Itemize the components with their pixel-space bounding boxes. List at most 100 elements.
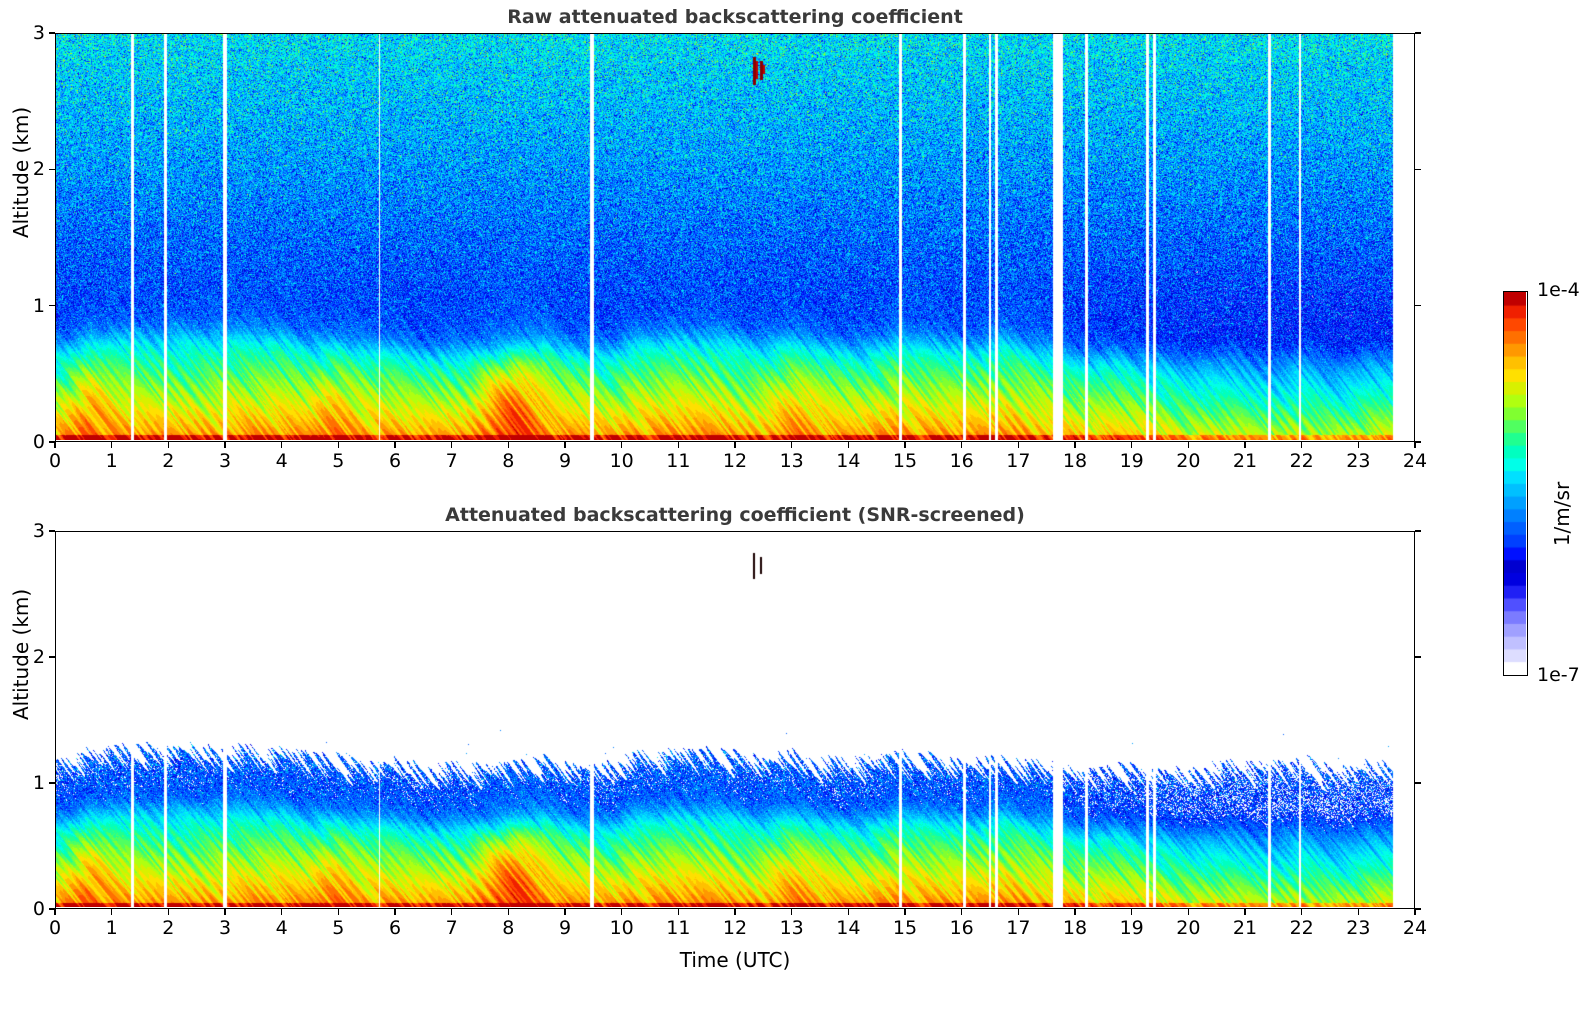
x-tickmark — [1414, 442, 1416, 448]
x-tickmark — [1244, 442, 1246, 448]
x-tick-label: 11 — [666, 917, 691, 939]
x-tickmark — [224, 442, 226, 448]
x-tickmark — [110, 442, 113, 448]
y-tick-label: 3 — [32, 22, 45, 44]
x-tickmark — [790, 442, 793, 448]
x-tickmark — [564, 442, 566, 448]
x-tickmark — [620, 909, 623, 915]
x-tick-label: 11 — [666, 450, 691, 472]
panel-raw-heatmap — [56, 34, 1413, 440]
x-tickmark — [1300, 442, 1303, 448]
x-tick-label: 3 — [218, 450, 232, 472]
x-tick-label: 20 — [1176, 450, 1201, 472]
x-tick-label: 8 — [502, 450, 515, 472]
x-tick-label: 3 — [218, 917, 232, 939]
x-tick-label: 2 — [162, 450, 175, 472]
x-tickmark — [224, 909, 226, 915]
x-tick-label: 17 — [1006, 917, 1031, 939]
x-tick-label: 14 — [836, 450, 861, 472]
x-tick-label: 13 — [779, 917, 804, 939]
colorbar-frame — [1503, 291, 1528, 676]
x-tickmark — [280, 442, 283, 448]
panel-screened-axes — [55, 531, 1415, 909]
y-tickmark — [49, 441, 55, 443]
x-tickmark — [1017, 909, 1020, 915]
x-tickmark — [1414, 909, 1416, 915]
x-tickmark — [167, 909, 170, 915]
x-tick-label: 4 — [275, 450, 288, 472]
panel-screened-xlabel: Time (UTC) — [679, 948, 791, 972]
x-tick-label: 1 — [105, 450, 118, 472]
colorbar-tick-max: 1e-4 — [1537, 279, 1580, 301]
x-tickmark — [677, 442, 680, 448]
x-tick-label: 4 — [275, 917, 288, 939]
x-tick-label: 21 — [1232, 917, 1258, 939]
x-tick-label: 0 — [48, 917, 62, 939]
y-tickmark-right — [1415, 656, 1421, 658]
x-tick-label: 6 — [388, 450, 402, 472]
x-tick-label: 12 — [722, 917, 748, 939]
x-tick-label: 19 — [1119, 917, 1144, 939]
y-tickmark-right — [1415, 782, 1421, 784]
x-tick-label: 22 — [1289, 450, 1314, 472]
x-tickmark — [960, 909, 963, 915]
x-tick-label: 16 — [949, 917, 974, 939]
x-tickmark — [1130, 909, 1133, 915]
y-tickmark — [49, 32, 55, 34]
x-tick-label: 20 — [1176, 917, 1201, 939]
y-tick-label: 1 — [32, 294, 45, 317]
x-tickmark — [1357, 442, 1360, 448]
y-tickmark — [49, 908, 55, 910]
x-tick-label: 5 — [332, 917, 345, 939]
y-tickmark-right — [1415, 168, 1421, 171]
x-tick-label: 7 — [445, 917, 458, 939]
x-tick-label: 2 — [162, 917, 175, 939]
x-tick-label: 10 — [609, 917, 634, 939]
x-tick-label: 16 — [949, 450, 974, 472]
y-tickmark-right — [1415, 32, 1421, 34]
x-tickmark — [960, 442, 963, 448]
x-tick-label: 21 — [1232, 450, 1258, 472]
x-tickmark — [734, 909, 736, 915]
x-tickmark — [54, 442, 56, 448]
x-tick-label: 23 — [1346, 450, 1371, 472]
x-tick-label: 5 — [332, 450, 345, 472]
panel-raw-title: Raw attenuated backscattering coefficien… — [507, 6, 963, 28]
y-tick-label: 2 — [32, 158, 45, 181]
y-tickmark — [49, 782, 55, 784]
y-tick-label: 1 — [32, 772, 45, 794]
y-tickmark-right — [1415, 530, 1421, 532]
x-tick-label: 10 — [609, 450, 634, 472]
panel-screened-heatmap — [56, 532, 1413, 907]
x-tick-label: 18 — [1062, 917, 1088, 939]
x-tick-label: 9 — [558, 450, 572, 472]
x-tick-label: 19 — [1119, 450, 1144, 472]
x-tickmark — [1244, 909, 1246, 915]
x-tick-label: 24 — [1402, 450, 1428, 472]
x-tickmark — [1300, 909, 1303, 915]
x-tick-label: 15 — [892, 917, 918, 939]
panel-raw-axes — [55, 33, 1415, 442]
y-tick-label: 0 — [32, 898, 45, 920]
y-tick-label: 2 — [32, 646, 45, 668]
x-tickmark — [337, 909, 340, 915]
x-tick-label: 14 — [836, 917, 861, 939]
x-tickmark — [1074, 442, 1076, 448]
x-tickmark — [1074, 909, 1076, 915]
x-tickmark — [904, 442, 906, 448]
x-tickmark — [1187, 442, 1190, 448]
x-tickmark — [847, 909, 850, 915]
x-tick-label: 8 — [502, 917, 515, 939]
x-tickmark — [904, 909, 906, 915]
x-tickmark — [507, 442, 510, 448]
x-tickmark — [790, 909, 793, 915]
x-tick-label: 23 — [1346, 917, 1371, 939]
x-tickmark — [564, 909, 566, 915]
y-tickmark — [49, 530, 55, 532]
x-tick-label: 0 — [48, 450, 62, 472]
x-tick-label: 1 — [105, 917, 118, 939]
y-tickmark — [49, 168, 55, 171]
y-tickmark — [49, 304, 55, 307]
x-tickmark — [847, 442, 850, 448]
